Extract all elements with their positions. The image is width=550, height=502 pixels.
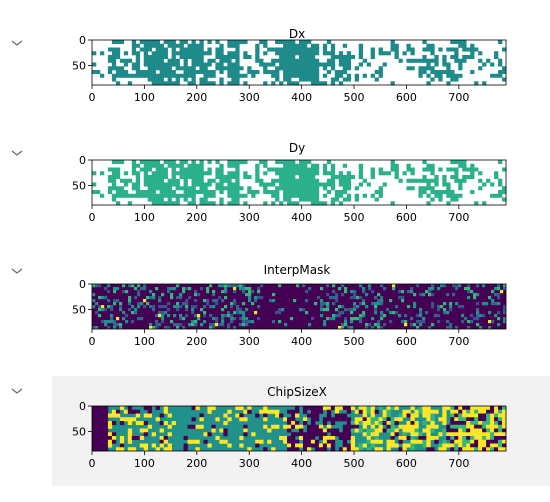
y-tick-label: 0	[79, 34, 86, 47]
y-tick-label: 50	[72, 60, 86, 73]
x-tick-label: 500	[344, 91, 365, 104]
x-tick-label: 0	[89, 335, 96, 348]
plot-frame	[91, 159, 507, 206]
x-tick-label: 600	[396, 91, 417, 104]
x-tick-label: 200	[186, 457, 207, 470]
image-map	[92, 160, 507, 206]
x-tick-label: 600	[396, 457, 417, 470]
y-tick-label: 0	[79, 400, 86, 413]
x-tick-label: 700	[448, 457, 469, 470]
output-cell-dy: Dy 0 50 0 100 200 300 400 500 600 700	[0, 138, 550, 230]
plot-frame	[91, 39, 507, 86]
x-tick-label: 500	[344, 335, 365, 348]
x-tick-label: 300	[239, 457, 260, 470]
x-tick-label: 600	[396, 211, 417, 224]
x-tick-label: 200	[186, 211, 207, 224]
chevron-down-icon[interactable]	[11, 38, 23, 48]
y-tick-label: 0	[79, 278, 86, 291]
x-tick-label: 700	[448, 211, 469, 224]
plot-title: Dy	[289, 141, 305, 155]
x-tick-label: 500	[344, 211, 365, 224]
x-tick-label: 400	[291, 91, 312, 104]
x-tick-label: 300	[239, 91, 260, 104]
plot-title: Dx	[289, 28, 305, 41]
y-tick-label: 50	[72, 426, 86, 439]
output-cell-chipsizex-content: ChipSizeX 0 50 0 100 200 300 400 500 600 700	[0, 376, 550, 486]
image-map	[92, 284, 507, 330]
plot-frame	[91, 283, 507, 330]
y-tick-label: 0	[79, 154, 86, 167]
x-tick-label: 400	[291, 211, 312, 224]
x-tick-label: 600	[396, 335, 417, 348]
x-tick-label: 0	[89, 211, 96, 224]
image-map	[92, 40, 507, 86]
x-tick-label: 300	[239, 335, 260, 348]
x-tick-label: 100	[134, 457, 155, 470]
plot-title: ChipSizeX	[267, 385, 327, 399]
y-tick-label: 50	[72, 304, 86, 317]
x-tick-label: 200	[186, 91, 207, 104]
x-tick-label: 700	[448, 91, 469, 104]
output-cell-interpmask: InterpMask 0 50 0 100 200 300 400 500 600 700	[0, 262, 550, 356]
x-tick-label: 100	[134, 211, 155, 224]
x-tick-label: 400	[291, 457, 312, 470]
x-tick-label: 0	[89, 91, 96, 104]
output-cell-dx: Dx 0 50 0 100 200 300 400 500 600 700	[0, 28, 550, 120]
x-tick-label: 500	[344, 457, 365, 470]
chevron-down-icon[interactable]	[11, 266, 23, 276]
y-tick-label: 50	[72, 180, 86, 193]
image-map	[92, 406, 507, 452]
x-tick-label: 200	[186, 335, 207, 348]
x-tick-label: 300	[239, 211, 260, 224]
x-tick-label: 0	[89, 457, 96, 470]
x-tick-label: 100	[134, 335, 155, 348]
x-tick-label: 400	[291, 335, 312, 348]
chevron-down-icon[interactable]	[11, 148, 23, 158]
plot-title: InterpMask	[264, 263, 331, 277]
plot-frame	[91, 405, 507, 452]
x-tick-label: 100	[134, 91, 155, 104]
chevron-down-icon[interactable]	[11, 386, 23, 396]
x-tick-label: 700	[448, 335, 469, 348]
